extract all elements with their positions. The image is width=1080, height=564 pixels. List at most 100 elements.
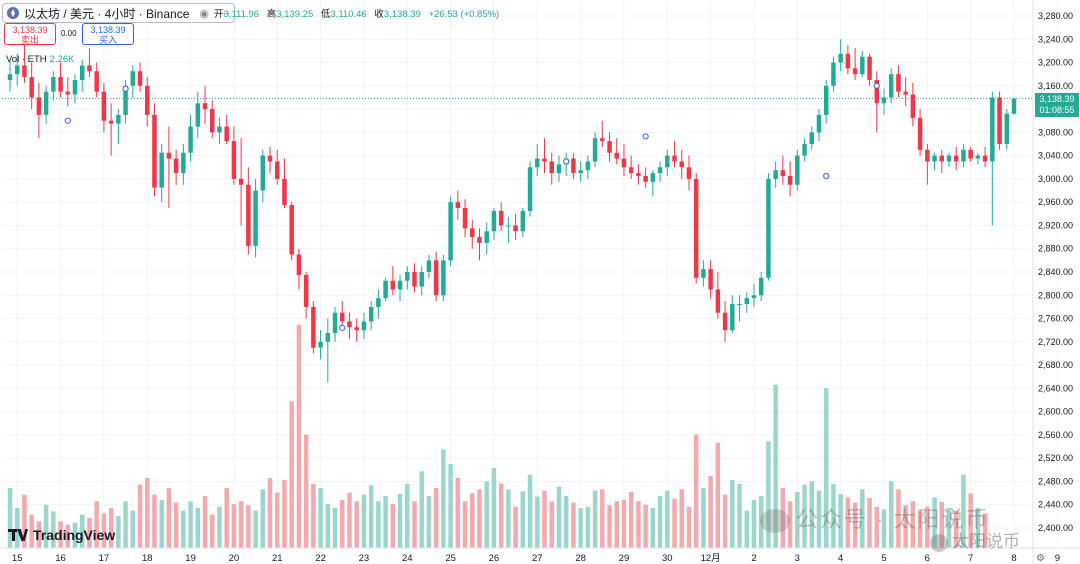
- candle-body: [852, 68, 858, 75]
- candle-body: [527, 167, 533, 211]
- candle-countdown: 01:08:55: [1039, 105, 1075, 115]
- watermark-text: 公众号 · 太阳说币: [796, 507, 990, 532]
- volume-bar: [36, 521, 42, 548]
- volume-bar: [368, 485, 374, 548]
- volume-bar: [693, 434, 699, 548]
- volume-bar: [29, 514, 34, 548]
- time-tick-label: 5: [881, 553, 886, 564]
- candle-body: [614, 152, 619, 159]
- low-value: 3,110.46: [330, 9, 367, 20]
- time-tick-label: 19: [185, 553, 196, 564]
- trade-marker: [642, 133, 649, 140]
- candle-body: [961, 149, 966, 162]
- candle-body: [881, 97, 887, 104]
- candle-body: [578, 170, 583, 174]
- candle-body: [36, 97, 42, 115]
- volume-bar: [925, 506, 930, 548]
- price-tick-label: 2,920.00: [1038, 220, 1073, 230]
- candle-body: [231, 141, 237, 179]
- candle-body: [498, 210, 504, 226]
- buy-button[interactable]: 3,138.39 买入: [82, 23, 134, 45]
- candle-body: [607, 141, 612, 153]
- volume-bar: [867, 498, 872, 548]
- volume-bar: [43, 504, 49, 548]
- candle-body: [506, 225, 511, 227]
- volume-bar: [643, 504, 648, 548]
- more-icon[interactable]: ⋯: [218, 7, 230, 20]
- candle-body: [7, 74, 13, 80]
- candle-body: [108, 120, 114, 124]
- price-tick-label: 2,640.00: [1038, 383, 1073, 393]
- candle-body: [888, 74, 894, 98]
- candle-body: [87, 65, 92, 72]
- volume-bar: [607, 505, 612, 548]
- candle-body: [520, 210, 526, 232]
- candle-body: [643, 176, 648, 182]
- volume-bar: [484, 481, 489, 548]
- volume-bar: [888, 481, 894, 548]
- candle-body: [94, 71, 99, 92]
- symbol-title-bar[interactable]: 以太坊 / 美元 · 4小时 · Binance ◉ ⋯: [2, 3, 235, 23]
- trade-marker: [563, 158, 570, 165]
- price-tick-label: 3,160.00: [1038, 81, 1073, 91]
- volume-bar: [22, 494, 27, 548]
- candle-body: [679, 161, 684, 168]
- volume-bar: [831, 484, 836, 548]
- candle-body: [238, 178, 244, 185]
- candle-body: [43, 91, 49, 115]
- volume-bar: [173, 502, 179, 548]
- volume-bar: [361, 494, 367, 548]
- volume-bar: [79, 514, 85, 548]
- sell-button[interactable]: 3,138.39 卖出: [4, 23, 56, 45]
- price-tick-label: 2,440.00: [1038, 500, 1073, 510]
- candle-body: [405, 272, 410, 281]
- candle-body: [780, 170, 786, 176]
- candle-body: [773, 170, 778, 179]
- volume-bar: [592, 490, 598, 548]
- candle-body: [354, 327, 359, 331]
- volume-bar: [838, 494, 843, 548]
- candle-body: [990, 97, 995, 162]
- candle-body: [766, 178, 771, 278]
- volume-bar: [123, 501, 128, 548]
- volume-legend[interactable]: Vol · ETH 2.26K: [6, 54, 74, 65]
- volume-bar: [412, 501, 417, 548]
- volume-bar: [802, 484, 807, 548]
- volume-bar: [874, 506, 880, 548]
- price-tick-label: 3,240.00: [1038, 34, 1073, 44]
- candle-body: [101, 91, 107, 121]
- candle-body: [166, 152, 172, 159]
- candle-body: [975, 155, 981, 159]
- candle-body: [181, 152, 186, 174]
- volume-bar: [542, 490, 547, 548]
- candle-body: [542, 158, 547, 162]
- candle-body: [397, 280, 403, 290]
- account-avatar-icon: [930, 533, 948, 552]
- price-tick-label: 2,960.00: [1038, 197, 1073, 207]
- candle-body: [809, 132, 814, 144]
- time-tick-label: 15: [12, 553, 23, 564]
- symbol-title[interactable]: 以太坊 / 美元 · 4小时 · Binance: [24, 6, 190, 21]
- candle-body: [585, 161, 591, 171]
- candle-body: [657, 167, 663, 174]
- time-tick-label: 17: [99, 553, 110, 564]
- candle-body: [982, 155, 988, 162]
- spread-value: 0.00: [61, 29, 77, 38]
- candle-body: [79, 65, 85, 80]
- volume-bar: [376, 501, 381, 548]
- eye-icon[interactable]: ◉: [199, 7, 209, 20]
- time-tick-label: 7: [968, 553, 973, 564]
- volume-bar: [303, 434, 309, 548]
- tradingview-logo[interactable]: TradingView: [8, 527, 115, 543]
- candle-body: [275, 161, 280, 179]
- candle-body: [874, 80, 880, 104]
- axis-settings-icon[interactable]: ⚙: [1036, 553, 1045, 564]
- volume-bar: [571, 502, 576, 548]
- volume-bar: [939, 502, 945, 548]
- candle-body: [953, 155, 959, 162]
- candle-body: [224, 126, 229, 142]
- volume-bar: [578, 508, 583, 548]
- volume-bar: [881, 509, 887, 548]
